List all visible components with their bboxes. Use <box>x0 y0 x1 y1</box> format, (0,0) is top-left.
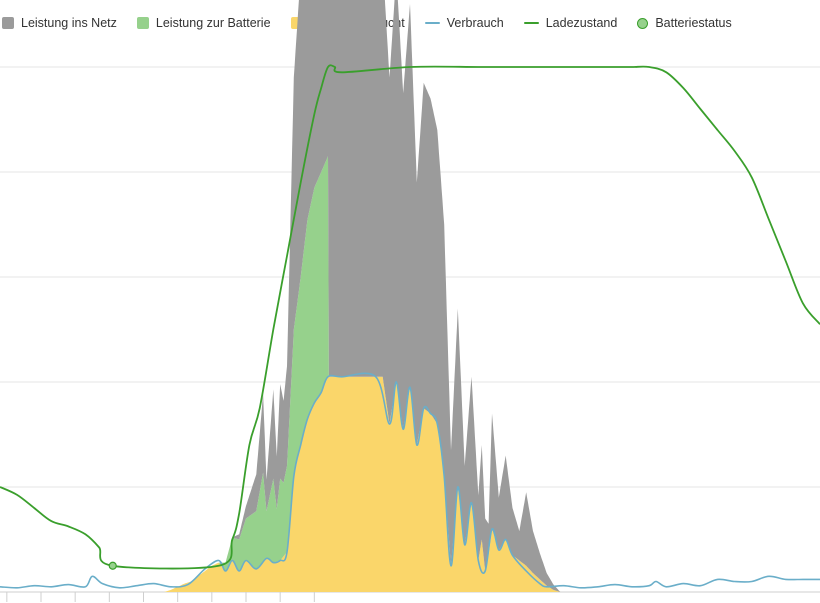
legend-item-batteriestatus[interactable]: Batteriestatus <box>637 16 732 30</box>
legend-item-verbrauch[interactable]: Verbrauch <box>424 16 504 30</box>
line-series-layer <box>0 64 820 589</box>
legend-item-leistung-ins-netz[interactable]: Leistung ins Netz <box>2 16 117 30</box>
legend-swatch-leistung-ins-netz <box>2 17 14 29</box>
area-series-layer <box>164 0 561 592</box>
legend-label-leistung-zur-batterie: Leistung zur Batterie <box>155 16 271 30</box>
legend-label-ladezustand: Ladezustand <box>545 16 618 30</box>
legend-label-batteriestatus: Batteriestatus <box>655 16 732 30</box>
chart-legend: Leistung ins Netz Leistung zur Batterie … <box>0 12 752 34</box>
legend-label-leistung-ins-netz: Leistung ins Netz <box>21 16 117 30</box>
marker-batteriestatus[interactable] <box>108 561 117 570</box>
legend-swatch-leistung-zur-batterie <box>136 17 149 29</box>
legend-item-leistung-zur-batterie[interactable]: Leistung zur Batterie <box>136 16 271 30</box>
legend-swatch-ladezustand <box>523 22 539 24</box>
line-ladezustand <box>0 64 820 570</box>
legend-swatch-verbrauch <box>424 22 440 24</box>
x-axis-ticks <box>6 592 315 602</box>
area-leistung-ins-netz <box>164 0 561 592</box>
area-direkt-verbraucht <box>164 376 561 592</box>
line-verbrauch <box>0 372 820 589</box>
area-leistung-zur-batterie <box>164 156 561 592</box>
legend-label-verbrauch: Verbrauch <box>446 16 504 30</box>
legend-item-ladezustand[interactable]: Ladezustand <box>523 16 618 30</box>
legend-swatch-batteriestatus <box>637 17 649 29</box>
